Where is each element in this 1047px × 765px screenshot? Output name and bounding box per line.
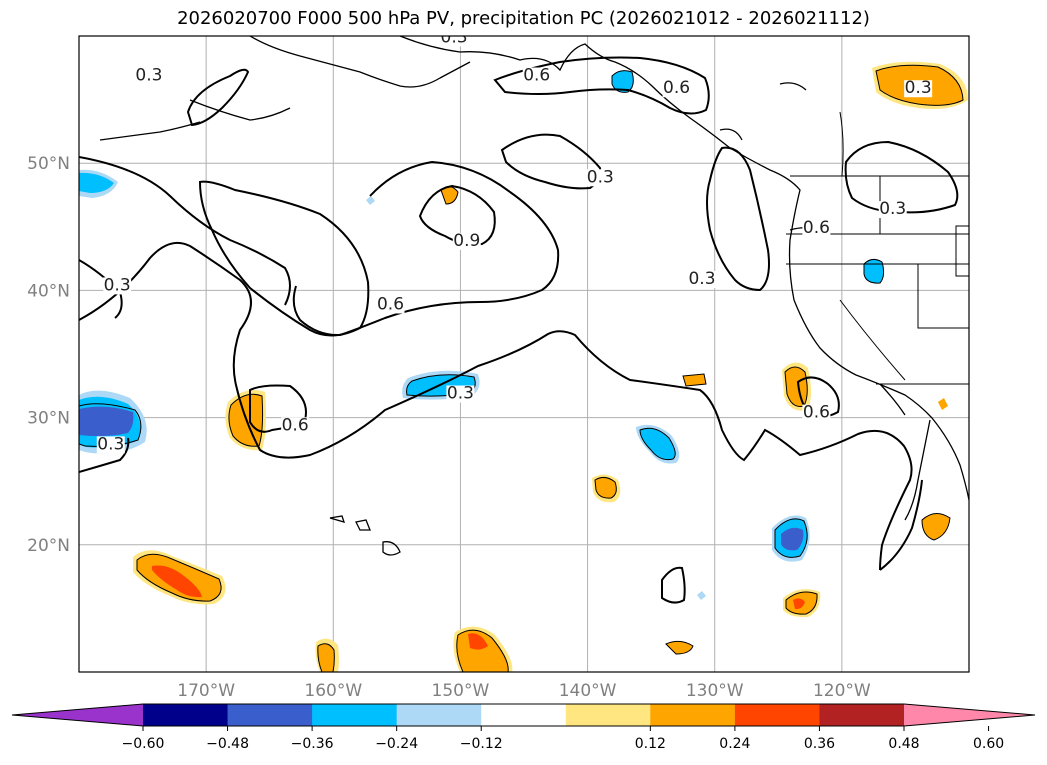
pos-anomaly-south-central <box>453 626 513 672</box>
colorbar-segment <box>819 704 905 726</box>
colorbar-tick-label: −0.12 <box>460 736 503 752</box>
neg-anomaly-e-central <box>636 424 680 464</box>
pv-contours <box>79 56 959 604</box>
colorbar-segment <box>650 704 736 726</box>
colorbar-tick-label: 0.12 <box>635 736 666 752</box>
colorbar-extend-low <box>12 704 143 726</box>
contour-label-bg <box>662 80 691 98</box>
latitude-tick-labels: 50°N 40°N 30°N 20°N <box>27 154 70 556</box>
lat-tick-label: 20°N <box>27 536 70 556</box>
pos-anomaly-mexico <box>921 513 951 541</box>
pos-anomaly-tiny-1 <box>682 373 707 387</box>
contour-label: 0.6 <box>803 218 830 238</box>
colorbar-extend-high <box>904 704 1035 726</box>
pos-anomaly-south-west <box>315 638 339 672</box>
pos-anomaly-coast <box>782 362 811 411</box>
contour-label: 0.3 <box>447 384 474 404</box>
longitude-tick-labels: 170°W 160°W 150°W 140°W 130°W 120°W <box>177 681 871 701</box>
contour-label: 0.9 <box>453 231 480 251</box>
lon-tick-label: 150°W <box>432 681 490 701</box>
neg-anomaly-dot <box>366 196 375 205</box>
precip-anomaly-shading <box>79 61 968 672</box>
pos-anomaly-sw <box>133 550 226 605</box>
neg-anomaly-southeast <box>772 515 810 562</box>
colorbar-segment <box>312 704 398 726</box>
contour-label-bg <box>802 220 831 238</box>
lat-tick-label: 30°N <box>27 409 70 429</box>
contour-label-bg <box>802 404 831 422</box>
pos-anomaly-se-small <box>783 589 821 618</box>
contour-label: 0.3 <box>104 275 131 295</box>
neg-anomaly-nw <box>79 169 118 198</box>
colorbar-tick-label: 0.60 <box>973 736 1004 752</box>
neg-anomaly-dot-2 <box>697 591 706 600</box>
colorbar-tick-label: 0.48 <box>888 736 919 752</box>
contour-label: 0.6 <box>282 415 309 435</box>
colorbar-segment <box>396 704 482 726</box>
colorbar-segment <box>565 704 651 726</box>
lon-tick-label: 160°W <box>304 681 362 701</box>
contour-label: 0.3 <box>688 269 715 289</box>
colorbar-tick-label: −0.60 <box>122 736 165 752</box>
contour-label: 0.6 <box>377 294 404 314</box>
colorbar-tick-label: −0.48 <box>206 736 249 752</box>
contour-label-bg <box>281 417 310 435</box>
colorbar-tick-label: −0.36 <box>291 736 334 752</box>
contour-label-bg <box>376 296 405 314</box>
chart-title: 2026020700 F000 500 hPa PV, precipitatio… <box>177 8 870 29</box>
lat-tick-label: 50°N <box>27 154 70 174</box>
contour-label: 0.3 <box>97 434 124 454</box>
contour-label-bg <box>96 436 125 454</box>
contour-label: 0.3 <box>441 27 468 47</box>
pos-anomaly-dot <box>938 398 948 410</box>
contour-label: 0.6 <box>803 403 830 423</box>
contour-label: 0.3 <box>905 78 932 98</box>
colorbar: −0.60 −0.48 −0.36 −0.24 −0.12 0.12 0.24 0.36 0.4… <box>11 703 1036 752</box>
lon-tick-label: 140°W <box>559 681 617 701</box>
contour-label-bg <box>452 232 481 250</box>
contour-label: 0.3 <box>587 167 614 187</box>
map-frame <box>78 35 970 673</box>
colorbar-tick-label: 0.36 <box>804 736 835 752</box>
contour-label-bg <box>103 277 132 295</box>
neg-anomaly-nevada <box>863 258 885 284</box>
contour-label-bg <box>522 67 551 85</box>
neg-anomaly-west <box>79 390 147 454</box>
political-borders <box>786 111 969 385</box>
contour-label: 0.3 <box>135 66 162 86</box>
lon-tick-label: 170°W <box>177 681 235 701</box>
contour-label-bg <box>440 36 469 47</box>
colorbar-segment <box>227 704 313 726</box>
contour-labels: 0.3 0.3 0.3 0.3 0.3 0.6 0.6 0.3 0.9 0.6 0.3 0.6 0.3 0… <box>96 27 933 454</box>
pos-anomaly-mid <box>592 474 621 503</box>
colorbar-segment <box>143 704 229 726</box>
contour-label-bg <box>586 169 615 187</box>
contour-label: 0.3 <box>879 199 906 219</box>
colorbar-segment <box>734 704 820 726</box>
colorbar-segment <box>481 704 567 726</box>
lon-tick-label: 120°W <box>813 681 871 701</box>
contour-label-bg <box>904 80 933 98</box>
colorbar-tick-label: 0.24 <box>719 736 750 752</box>
contour-label-bg <box>688 271 716 289</box>
lat-tick-label: 40°N <box>27 281 70 301</box>
coastlines <box>99 36 969 556</box>
contour-label-bg <box>446 385 475 403</box>
lon-tick-label: 130°W <box>686 681 744 701</box>
pos-anomaly-tiny-2 <box>665 640 694 655</box>
contour-label: 0.6 <box>663 78 690 98</box>
contour-label: 0.6 <box>523 66 550 86</box>
colorbar-tick-label: −0.24 <box>375 736 418 752</box>
contour-label-bg <box>134 67 163 85</box>
contour-label-bg <box>878 201 907 219</box>
